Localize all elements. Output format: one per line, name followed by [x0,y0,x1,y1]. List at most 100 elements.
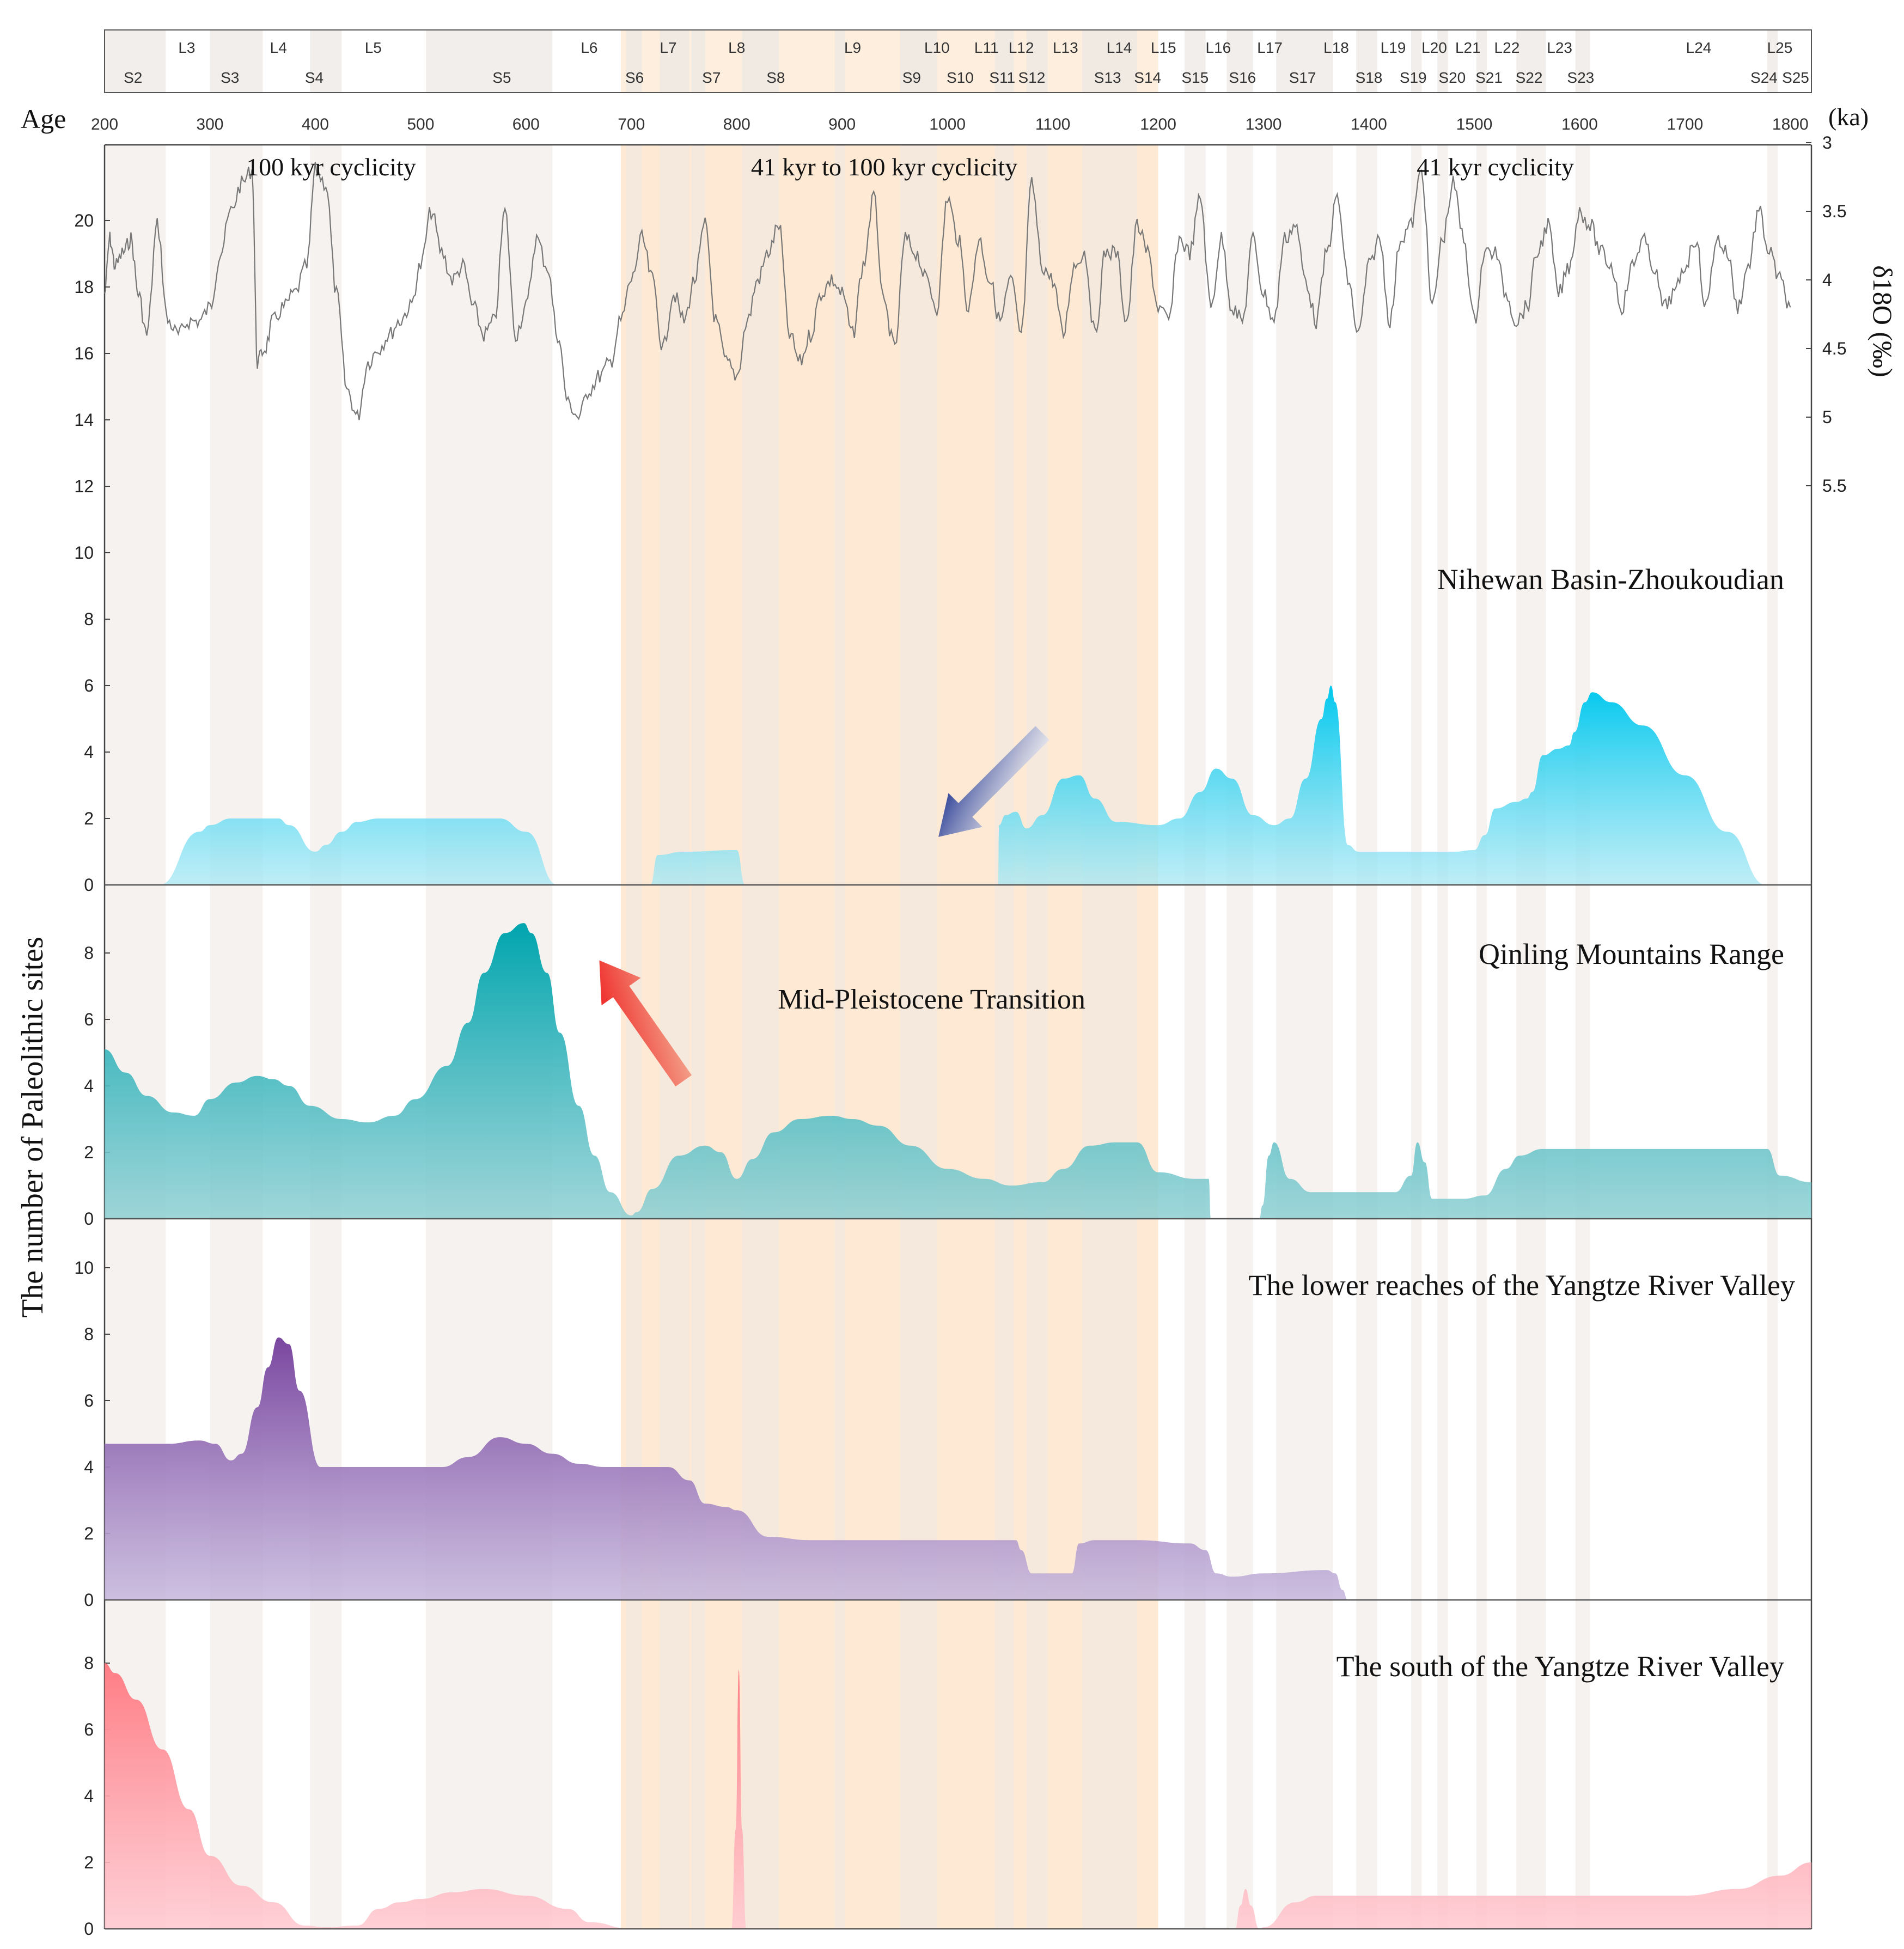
chart-axes: Age (ka)200 300 400 500 600 700 800 900 1000 1100 1… [16,103,1869,1929]
y-tick-label: 4 [84,1076,94,1096]
soil-band [1082,145,1137,1929]
soil-label: S13 [1094,69,1121,86]
y-tick-label: 12 [74,476,94,496]
y-tick-label: 14 [74,410,94,430]
y-tick-label: 8 [84,1324,94,1344]
d18o-tick-label: 3 [1822,133,1832,152]
soil-band-header [1226,30,1253,93]
loess-label: L18 [1323,39,1349,56]
loess-label: L15 [1151,39,1176,56]
y-tick-label: 18 [74,277,94,297]
soil-band-header [1276,30,1333,93]
y-tick-label: 8 [84,1653,94,1673]
stratigraphy-header: L3 L4 L5 L6 L7 L8 L9 L10 L11 L12 L13 L14 L15 L16 L17 L1… [104,29,1812,93]
y-tick-label: 2 [84,1853,94,1872]
soil-label: S7 [702,69,721,86]
loess-label: L9 [844,39,861,56]
soil-label: S3 [221,69,239,86]
age-tick-label: 700 [618,115,645,133]
red-arrow-icon [599,960,692,1087]
y-tick-label: 8 [84,943,94,963]
panel-label: Nihewan Basin-Zhoukoudian [1437,563,1784,596]
red-arrow-shape [599,960,692,1087]
soil-band-header [1026,30,1048,93]
soil-band-header [210,30,263,93]
d18o-tick-label: 4 [1822,270,1832,290]
soil-label: S24 [1750,69,1778,86]
soil-band-header [660,30,689,93]
soil-label: S8 [766,69,785,86]
soil-band-header [1437,30,1448,93]
soil-label: S25 [1782,69,1809,86]
age-tick-label: 1500 [1456,115,1493,133]
age-tick-label: 1700 [1667,115,1703,133]
y-tick-label: 10 [74,1258,94,1278]
loess-label: L16 [1205,39,1231,56]
blue-arrow-shape [938,726,1049,837]
soil-band [742,145,779,1929]
soil-label: S19 [1400,69,1427,86]
loess-label: L5 [365,39,382,56]
soil-label: S14 [1134,69,1161,86]
age-tick-label: 300 [196,115,223,133]
age-tick-label: 1200 [1140,115,1176,133]
y-tick-label: 6 [84,676,94,695]
soil-label: S23 [1567,69,1594,86]
soil-band [1356,145,1377,1929]
soil-band-header [1767,30,1778,93]
soil-band [1437,145,1448,1929]
soil-label: S2 [124,69,142,86]
loess-label: L20 [1421,39,1447,56]
soil-band-header [1411,30,1422,93]
loess-label: L7 [660,39,676,56]
y-tick-label: 20 [74,211,94,230]
soil-band-header [900,30,937,93]
panel-0: 0 2 4 6 8 10 12 14 16 18 20 Nihewan Basin-Zhoukoudi… [74,211,1811,895]
stratigraphy-box [104,29,1812,93]
soil-band [994,145,1014,1929]
y-tick-label: 4 [84,742,94,762]
loess-label: L6 [581,39,597,56]
mpt-label: Mid-Pleistocene Transition [778,984,1085,1015]
soil-band-header [834,30,846,93]
soil-band [1226,145,1253,1929]
y-tick-label: 0 [84,875,94,895]
soil-band [626,145,642,1929]
panel-label: The south of the Yangtze River Valley [1337,1650,1784,1683]
loess-label: L25 [1767,39,1793,56]
soil-band [1516,145,1546,1929]
y-axis-title: The number of Paleolithic sites [16,937,50,1318]
y-tick-label: 0 [84,1919,94,1939]
cyclicity-41-label: 41 kyr cyclicity [1417,153,1574,181]
age-tick-label: 200 [91,115,118,133]
cyclicity-100-label: 100 kyr cyclicity [246,153,416,181]
panel-2: 0 2 4 6 8 10 The lower reaches of the Yangtze … [74,1258,1811,1610]
age-tick-label: 1300 [1246,115,1282,133]
loess-label: L14 [1107,39,1132,56]
loess-label: L17 [1257,39,1283,56]
y-tick-label: 6 [84,1391,94,1410]
soil-label: S12 [1018,69,1046,86]
d18o-tick-label: 5 [1822,407,1832,427]
cyclicity-41-100-label: 41 kyr to 100 kyr cyclicity [751,153,1017,181]
soil-band-header [1476,30,1487,93]
soil-band-header [691,30,705,93]
soil-label: S20 [1438,69,1466,86]
soil-band-header [1082,30,1137,93]
soil-band-header [105,30,166,93]
soil-band-header [310,30,342,93]
age-tick-label: 1600 [1561,115,1598,133]
soil-band-header [994,30,1014,93]
series-area-1 [105,923,1811,1219]
age-tick-label: 1000 [929,115,966,133]
panel-label: Qinling Mountains Range [1479,938,1784,970]
loess-label: L3 [178,39,195,56]
age-tick-label: 600 [512,115,540,133]
soil-label: S5 [492,69,511,86]
age-tick-label: 800 [723,115,750,133]
soil-label: S11 [989,69,1015,86]
blue-arrow-icon [938,726,1049,837]
soil-band-header [426,30,553,93]
soil-label: S6 [625,69,644,86]
